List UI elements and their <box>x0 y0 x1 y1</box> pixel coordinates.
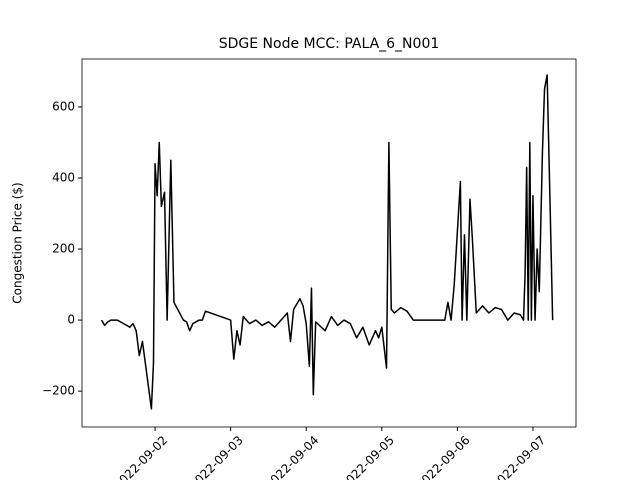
y-tick-label: 600 <box>52 99 75 113</box>
y-tick-label: 400 <box>52 170 75 184</box>
y-axis-label: Congestion Price ($) <box>11 182 25 303</box>
y-tick-label: 200 <box>52 242 75 256</box>
chart-title: SDGE Node MCC: PALA_6_N001 <box>219 36 440 52</box>
line <box>100 74 554 410</box>
plot-frame <box>81 58 577 428</box>
y-tick-label: 0 <box>67 313 75 327</box>
y-tick-label: −200 <box>42 384 75 398</box>
